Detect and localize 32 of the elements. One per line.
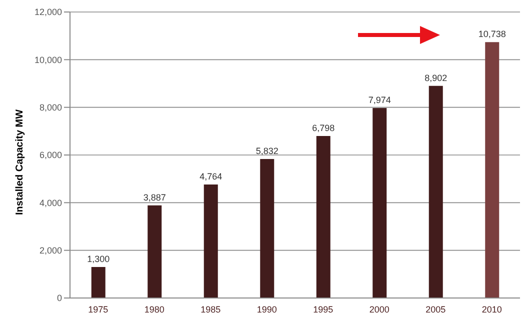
bar <box>316 136 330 298</box>
y-tick-label: 2,000 <box>39 246 62 256</box>
data-label: 1,300 <box>87 254 110 264</box>
x-tick-label: 1990 <box>256 304 277 314</box>
data-label: 6,798 <box>312 122 335 133</box>
bar <box>148 205 162 298</box>
bar <box>91 267 106 298</box>
y-tick-label: 0 <box>56 293 62 304</box>
bar <box>372 108 387 298</box>
x-tick-label: 1995 <box>313 304 334 314</box>
y-tick-label: 10,000 <box>34 54 62 65</box>
bar <box>260 159 274 298</box>
y-tick-label: 12,000 <box>34 7 62 18</box>
y-tick-label: 6,000 <box>39 150 62 160</box>
x-tick-label: 1975 <box>88 304 108 314</box>
x-tick-label: 1980 <box>144 304 164 314</box>
data-label: 3,887 <box>143 192 166 202</box>
x-tick-label: 1985 <box>200 304 221 314</box>
data-label: 4,764 <box>200 171 222 182</box>
x-tick-label: 2005 <box>426 304 446 314</box>
data-label: 10,738 <box>478 29 506 40</box>
data-label: 7,974 <box>368 94 391 105</box>
x-tick-label: 2010 <box>482 304 502 314</box>
y-axis-title: Installed Capacity MW <box>14 108 26 215</box>
data-label: 8,902 <box>424 72 448 83</box>
y-tick-label: 8,000 <box>39 102 62 113</box>
bar <box>428 86 443 298</box>
y-tick-label: 4,000 <box>39 198 62 208</box>
bar <box>204 184 218 298</box>
bar <box>485 42 500 298</box>
data-label: 5,832 <box>256 146 278 156</box>
x-tick-label: 2000 <box>369 304 390 314</box>
